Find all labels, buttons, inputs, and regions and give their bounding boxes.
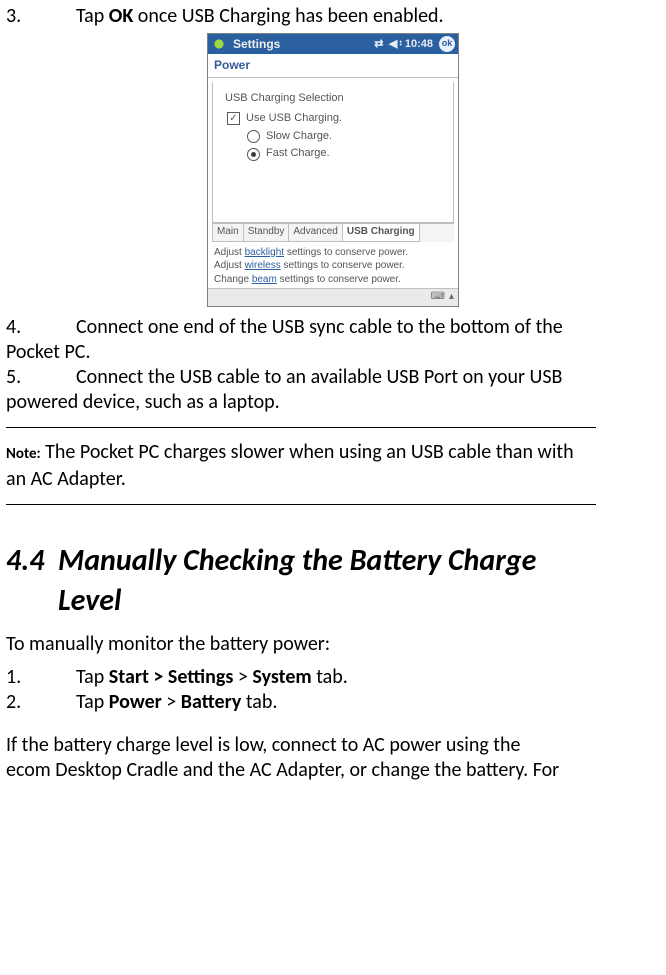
bold-fragment: Battery bbox=[181, 690, 242, 714]
mstep-2-text: Tap Power > Battery tab. bbox=[76, 690, 660, 715]
text-fragment: tab. bbox=[312, 665, 348, 689]
mstep-1: 1. Tap Start > Settings > System tab. bbox=[6, 665, 660, 690]
tip-row: Change beam settings to conserve power. bbox=[214, 273, 452, 287]
step-4-cont: Pocket PC. bbox=[6, 340, 660, 365]
wireless-link[interactable]: wireless bbox=[245, 260, 281, 271]
step-5: 5. Connect the USB cable to an available… bbox=[6, 365, 660, 390]
text-fragment: > bbox=[162, 690, 181, 714]
beam-link[interactable]: beam bbox=[252, 274, 277, 285]
note-text-2: an AC Adapter. bbox=[6, 467, 660, 492]
text-fragment: Adjust bbox=[214, 247, 245, 258]
text-fragment: > bbox=[233, 665, 252, 689]
group-title: USB Charging Selection bbox=[225, 92, 443, 106]
bold-fragment: System bbox=[252, 665, 311, 689]
outro-line2: ecom Desktop Cradle and the AC Adapter, … bbox=[6, 758, 660, 783]
bold-fragment: Start > Settings bbox=[109, 665, 234, 689]
note: Note: The Pocket PC charges slower when … bbox=[6, 440, 660, 465]
panel-body: USB Charging Selection ✓ Use USB Chargin… bbox=[212, 82, 454, 223]
clock[interactable]: 10:48 bbox=[405, 38, 433, 50]
radio-icon[interactable] bbox=[247, 148, 260, 161]
text-fragment: Tap bbox=[76, 4, 109, 28]
step-3-text: Tap OK once USB Charging has been enable… bbox=[76, 4, 660, 29]
step-3: 3. Tap OK once USB Charging has been ena… bbox=[6, 4, 660, 29]
text-fragment: once USB Charging has been enabled. bbox=[133, 4, 443, 28]
step-5-cont: powered device, such as a laptop. bbox=[6, 390, 660, 415]
start-icon[interactable] bbox=[211, 36, 227, 52]
keyboard-icon[interactable]: ⌨ bbox=[431, 291, 445, 304]
mstep-1-text: Tap Start > Settings > System tab. bbox=[76, 665, 660, 690]
text-fragment: tab. bbox=[241, 690, 277, 714]
mstep-1-number: 1. bbox=[6, 665, 76, 690]
tips-area: Adjust backlight settings to conserve po… bbox=[208, 242, 458, 289]
checkbox-icon[interactable]: ✓ bbox=[227, 112, 240, 125]
text-fragment: Tap bbox=[76, 690, 109, 714]
use-usb-row[interactable]: ✓ Use USB Charging. bbox=[227, 112, 443, 126]
screenshot-container: Settings ⇄ ◀᛬ 10:48 ok Power USB Chargin… bbox=[6, 33, 660, 307]
backlight-link[interactable]: backlight bbox=[245, 247, 284, 258]
mstep-2-number: 2. bbox=[6, 690, 76, 715]
divider bbox=[6, 427, 596, 428]
text-fragment: settings to conserve power. bbox=[281, 260, 405, 271]
tab-main[interactable]: Main bbox=[212, 224, 244, 242]
divider bbox=[6, 504, 596, 505]
step-5-text: Connect the USB cable to an available US… bbox=[76, 365, 660, 390]
step-5-number: 5. bbox=[6, 365, 76, 390]
use-usb-label: Use USB Charging. bbox=[246, 112, 342, 126]
volume-icon[interactable]: ◀᛬ bbox=[389, 38, 401, 50]
step-3-number: 3. bbox=[6, 4, 76, 29]
sip-bar[interactable]: ⌨ ▴ bbox=[208, 288, 458, 306]
step-4-text: Connect one end of the USB sync cable to… bbox=[76, 315, 660, 340]
panel-title: Power bbox=[208, 54, 458, 78]
connectivity-icon[interactable]: ⇄ bbox=[373, 38, 385, 50]
tab-usbcharging[interactable]: USB Charging bbox=[342, 224, 420, 242]
text-fragment: Tap bbox=[76, 665, 109, 689]
fast-charge-label: Fast Charge. bbox=[266, 147, 330, 161]
step-4-number: 4. bbox=[6, 315, 76, 340]
mstep-2: 2. Tap Power > Battery tab. bbox=[6, 690, 660, 715]
note-text-1: The Pocket PC charges slower when using … bbox=[41, 440, 574, 464]
radio-icon[interactable] bbox=[247, 130, 260, 143]
section-title-line2: Level bbox=[58, 581, 660, 622]
section-intro: To manually monitor the battery power: bbox=[6, 632, 660, 657]
ok-button[interactable]: ok bbox=[439, 36, 455, 52]
window-titlebar: Settings ⇄ ◀᛬ 10:48 ok bbox=[208, 34, 458, 54]
step-4: 4. Connect one end of the USB sync cable… bbox=[6, 315, 660, 340]
note-label: Note: bbox=[6, 445, 41, 463]
tip-row: Adjust backlight settings to conserve po… bbox=[214, 246, 452, 260]
tab-standby[interactable]: Standby bbox=[243, 224, 290, 242]
slow-charge-label: Slow Charge. bbox=[266, 130, 332, 144]
bold-fragment: Power bbox=[109, 690, 162, 714]
outro-line1: If the battery charge level is low, conn… bbox=[6, 733, 660, 758]
tab-advanced[interactable]: Advanced bbox=[288, 224, 342, 242]
fast-charge-row[interactable]: Fast Charge. bbox=[247, 147, 443, 161]
text-fragment: settings to conserve power. bbox=[284, 247, 408, 258]
ok-bold: OK bbox=[109, 4, 133, 28]
tab-bar: Main Standby Advanced USB Charging bbox=[212, 223, 454, 242]
text-fragment: Change bbox=[214, 274, 252, 285]
sip-caret-icon[interactable]: ▴ bbox=[449, 291, 454, 304]
text-fragment: settings to conserve power. bbox=[277, 274, 401, 285]
slow-charge-row[interactable]: Slow Charge. bbox=[247, 130, 443, 144]
window-title: Settings bbox=[233, 37, 369, 52]
text-fragment: Adjust bbox=[214, 260, 245, 271]
pocketpc-screenshot: Settings ⇄ ◀᛬ 10:48 ok Power USB Chargin… bbox=[207, 33, 459, 307]
section-number: 4.4 bbox=[6, 541, 58, 582]
section-heading: 4.4Manually Checking the Battery Charge … bbox=[6, 541, 660, 622]
tip-row: Adjust wireless settings to conserve pow… bbox=[214, 259, 452, 273]
section-title-line1: Manually Checking the Battery Charge bbox=[58, 542, 536, 579]
